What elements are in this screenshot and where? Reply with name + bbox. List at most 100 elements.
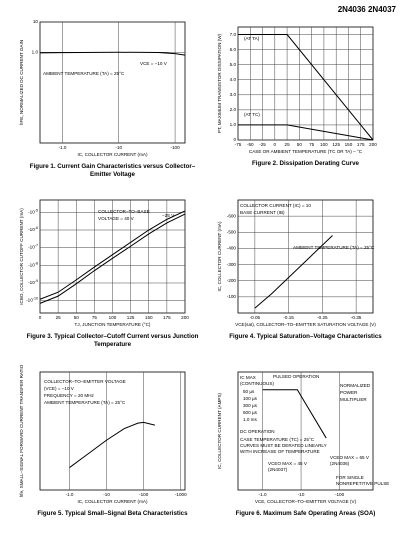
x-axis-label: TJ, JUNCTION TEMPERATURE (°C) [75,322,151,327]
figure-caption: Figure 4. Typical Saturation–Voltage Cha… [229,333,382,340]
y-tick-label: -300 [227,262,237,267]
y-tick-label: 2.0 [230,107,237,112]
x-tick-label: -50 [247,142,254,147]
x-tick-label: -75 [235,142,242,147]
series-line [39,213,186,304]
y-tick-label: 6.0 [230,47,237,52]
y-tick-base: -10 [28,210,35,215]
x-tick-label: -1.0 [259,492,267,497]
y-tick-exponent: -6 [35,226,38,230]
y-tick-label: 4.0 [230,77,237,82]
y-tick-label: 0 [233,137,236,142]
y-tick-label: 5.0 [230,62,237,67]
x-tick-label: -100 [170,145,180,150]
figure-caption: Figure 1. Current Gain Characteristics v… [29,163,196,178]
y-tick-label: -600 [227,213,237,218]
annotation: AMBIENT TEMPERATURE (TA) = 25°C [43,71,125,76]
x-tick-label: 100 [109,315,117,320]
annotation: CURVES MUST BE DERATED LINEARLY [240,443,327,448]
y-axis-label: IC, COLLECTOR CURRENT (AMPS) [217,392,222,469]
y-tick-label: 10 [33,19,39,24]
y-axis-label: IC, COLLECTOR CURRENT (mA) [217,221,222,291]
x-axis-label: VCE, COLLECTOR–TO–EMITTER VOLTAGE (V) [255,499,357,504]
y-axis-label: ICBO, COLLECTOR CUTOFF CURRENT (mA) [19,208,24,305]
x-tick-label: -10 [298,492,305,497]
annotation: (2N4036) [330,461,350,466]
x-tick-label: -1.0 [58,145,66,150]
annotation: (VCE) = −10 V [44,386,75,391]
x-tick-label: -0.35 [351,315,362,320]
x-tick-label: 75 [92,315,98,320]
annotation: VCEO MAX = 45 V [268,461,308,466]
x-tick-label: 150 [145,315,153,320]
x-tick-label: 150 [345,142,353,147]
series-label: (AT TC) [244,112,260,117]
figure-caption: Figure 3. Typical Collector–Cutoff Curre… [26,333,199,348]
y-tick-label: -10-10 [26,297,38,303]
annotation: WITH INCREASE OF TEMPERATURE [240,449,320,454]
x-tick-label: 175 [357,142,365,147]
x-tick-label: 100 [320,142,328,147]
x-tick-label: 75 [309,142,315,147]
y-tick-label: -10-9 [28,279,38,285]
x-tick-label: -10 [115,145,122,150]
y-tick-exponent: -7 [35,244,38,248]
annotation: COLLECTOR–TO–EMITTER VOLTAGE [44,379,126,384]
y-tick-base: -10 [26,298,33,303]
annotation: CASE TEMPERATURE (TC) = 25°C [240,437,315,442]
y-tick-base: -10 [28,227,35,232]
y-tick-label: 3.0 [230,92,237,97]
annotation: IC MAX [240,375,256,380]
x-tick-label: 0 [274,142,277,147]
x-tick-label: -100 [335,492,345,497]
series-line [39,51,186,56]
series-line [254,235,333,309]
annotation: AMBIENT TEMPERATURE (TA) = 25°C [44,400,126,405]
y-tick-label: 1.0 [32,49,39,54]
y-tick-label: -10-6 [28,226,38,232]
figure-caption: Figure 2. Dissipation Derating Curve [252,160,359,167]
y-tick-label: -500 [227,230,237,235]
annotation: DC OPERATION [240,429,275,434]
header-title: 2N4036 2N4037 [338,5,397,14]
x-tick-label: -1.0 [66,492,74,497]
annotation: PULSED OPERATION [273,374,319,379]
series-line [238,34,374,141]
annotation: 50 µs [243,389,255,394]
figure-caption: Figure 5. Typical Small–Signal Beta Char… [37,510,188,517]
annotation: COLLECTOR CURRENT (IC) = 10 [240,203,311,208]
x-axis-label: IC, COLLECTOR CURRENT (mA) [77,152,147,157]
x-axis-label: IC, COLLECTOR CURRENT (mA) [77,499,147,504]
y-tick-base: -10 [28,263,35,268]
series-line [262,389,327,439]
x-axis-label: VCE(sat), COLLECTOR–TO–EMITTER SATURATIO… [235,322,376,327]
y-tick-label: -10-7 [28,244,38,250]
annotation: (2N4037) [268,467,288,472]
annotation: NORMALIZED [340,383,371,388]
y-axis-label: PT, MAXIMUM TRANSISTOR DISSIPATION (W) [217,33,222,133]
annotation: AMBIENT TEMPERATURE (TA) = 25°C [293,245,375,250]
x-tick-label: -10 [103,492,110,497]
y-tick-label: 1.0 [230,122,237,127]
y-tick-label: -10-5 [28,208,38,214]
figure-caption: Figure 6. Maximum Safe Operating Areas (… [235,510,376,517]
y-tick-label: 7.0 [230,32,237,37]
x-tick-label: 175 [163,315,171,320]
annotation: BASE CURRENT (IB) [240,210,285,215]
annotation: 1.0 ms [243,417,257,422]
series-line [39,210,186,300]
y-tick-label: -400 [227,246,237,251]
plot-frame [237,371,374,491]
x-tick-label: 25 [56,315,62,320]
annotation: NONREPETITIVE PULSE [336,481,389,486]
annotation: 500 µs [243,410,258,415]
x-tick-label: -100 [139,492,149,497]
annotation: FREQUENCY = 20 MHz [44,393,95,398]
y-tick-label: -100 [227,294,237,299]
x-tick-label: 125 [332,142,340,147]
annotation: VOLTAGE = 40 V [98,216,135,221]
plot-frame [39,21,186,144]
y-tick-base: -10 [28,280,35,285]
y-tick-exponent: -9 [35,279,38,283]
